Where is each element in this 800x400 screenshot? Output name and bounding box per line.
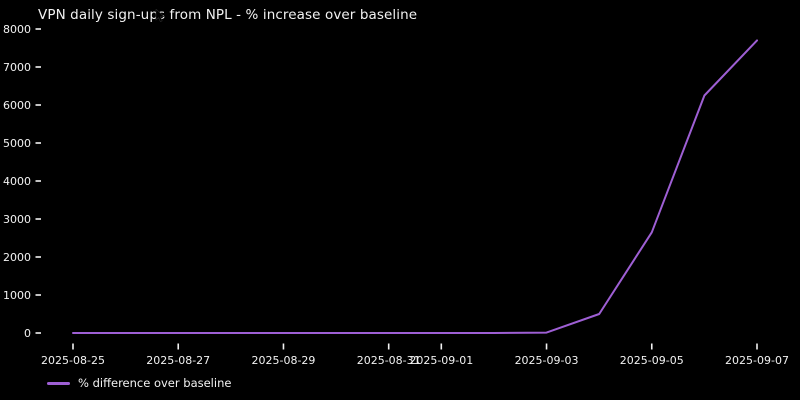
legend: % difference over baseline xyxy=(47,376,231,390)
x-axis-tick-label: 2025-09-03 xyxy=(515,354,579,367)
y-axis-tick-label: 8000 xyxy=(3,23,31,36)
x-axis-tick-label: 2025-09-05 xyxy=(620,354,684,367)
chart-title: VPN daily sign-ups from NPL - % increase… xyxy=(38,7,418,23)
x-axis-tick-label: 2025-08-27 xyxy=(146,354,210,367)
y-axis-tick-label: 4000 xyxy=(3,175,31,188)
y-axis-tick-label: 2000 xyxy=(3,251,31,264)
y-axis-tick-label: 0 xyxy=(24,327,31,340)
data-line xyxy=(72,39,758,334)
x-axis-tick-label: 2025-08-25 xyxy=(41,354,105,367)
y-axis-tick-label: 5000 xyxy=(3,137,31,150)
y-axis-tick-label: 6000 xyxy=(3,99,31,112)
legend-line-swatch xyxy=(47,381,70,385)
legend-label: % difference over baseline xyxy=(78,376,232,390)
y-axis-tick-label: 7000 xyxy=(3,61,31,74)
y-axis-tick-label: 1000 xyxy=(3,289,31,302)
x-axis-tick-label: 2025-09-07 xyxy=(725,354,789,367)
x-axis-tick-label: 2025-09-01 xyxy=(409,354,473,367)
x-axis-tick-label: 2025-08-31 xyxy=(357,354,421,367)
x-axis-tick-label: 2025-08-29 xyxy=(251,354,315,367)
y-axis-tick-label: 3000 xyxy=(3,213,31,226)
